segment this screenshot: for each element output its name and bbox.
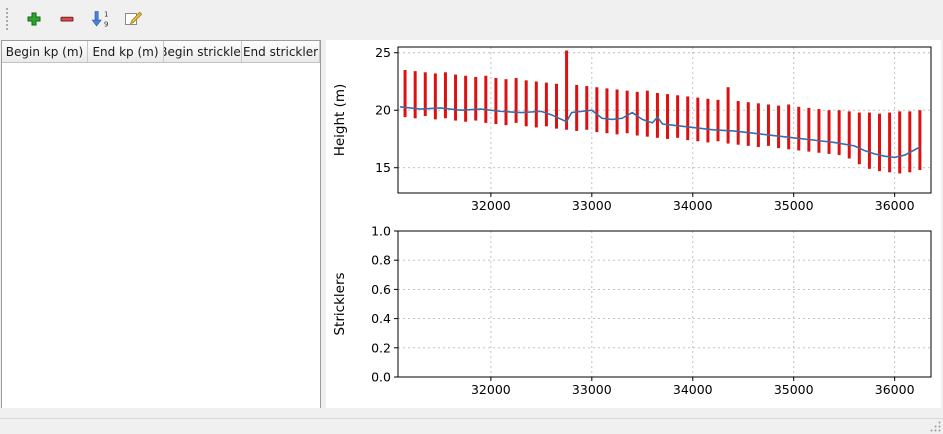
minus-icon	[60, 16, 74, 22]
svg-text:36000: 36000	[875, 382, 915, 397]
sort-numeric-descending-icon: 1 9	[91, 11, 108, 29]
svg-text:15: 15	[375, 160, 391, 175]
edit-pencil-icon	[124, 11, 142, 25]
add-row-button[interactable]	[20, 6, 48, 32]
column-header-end-kp[interactable]: End kp (m)	[88, 41, 164, 62]
remove-row-button[interactable]	[53, 6, 81, 32]
svg-text:0.6: 0.6	[371, 282, 391, 297]
resize-grip-icon[interactable]	[929, 420, 942, 433]
svg-text:0.2: 0.2	[371, 340, 391, 355]
svg-text:Stricklers: Stricklers	[332, 272, 348, 335]
stricklers-chart: 32000 33000 34000 35000 36000 0.0 0.2 0.4 0.6 0.8…	[326, 224, 940, 408]
sort-rows-button[interactable]: 1 9	[86, 6, 114, 32]
svg-text:33000: 33000	[572, 382, 612, 397]
svg-text:20: 20	[375, 103, 391, 118]
toolbar: 1 9	[0, 0, 943, 38]
svg-text:35000: 35000	[774, 198, 814, 213]
svg-text:0.4: 0.4	[371, 311, 391, 326]
sort-badge-top: 1	[104, 11, 108, 19]
column-header-end-strickler[interactable]: End strickler	[242, 41, 320, 62]
svg-text:0.0: 0.0	[371, 370, 391, 385]
table-header-row: Begin kp (m) End kp (m) Begin strickler …	[2, 41, 320, 63]
table-body-empty	[2, 63, 320, 408]
svg-text:Height (m): Height (m)	[332, 84, 348, 157]
svg-text:32000: 32000	[471, 382, 511, 397]
height-chart: 32000 33000 34000 35000 36000 15 20 25 Height (m…	[326, 40, 940, 224]
plus-icon	[27, 12, 41, 26]
toolbar-drag-handle[interactable]	[6, 8, 11, 30]
svg-text:36000: 36000	[875, 198, 915, 213]
svg-text:35000: 35000	[774, 382, 814, 397]
status-bar	[0, 418, 943, 434]
svg-text:33000: 33000	[572, 198, 612, 213]
svg-text:0.8: 0.8	[371, 253, 391, 268]
column-header-begin-kp[interactable]: Begin kp (m)	[2, 41, 88, 62]
svg-text:1.0: 1.0	[371, 224, 391, 239]
svg-text:32000: 32000	[471, 198, 511, 213]
svg-text:25: 25	[375, 45, 391, 60]
edit-button[interactable]	[119, 6, 147, 32]
plots-panel: 32000 33000 34000 35000 36000 15 20 25 Height (m…	[326, 40, 941, 408]
sort-badge-bottom: 9	[104, 21, 108, 29]
strickler-table: Begin kp (m) End kp (m) Begin strickler …	[1, 40, 321, 408]
svg-text:34000: 34000	[673, 382, 713, 397]
svg-text:34000: 34000	[673, 198, 713, 213]
column-header-begin-strickler[interactable]: Begin strickler	[164, 41, 242, 62]
